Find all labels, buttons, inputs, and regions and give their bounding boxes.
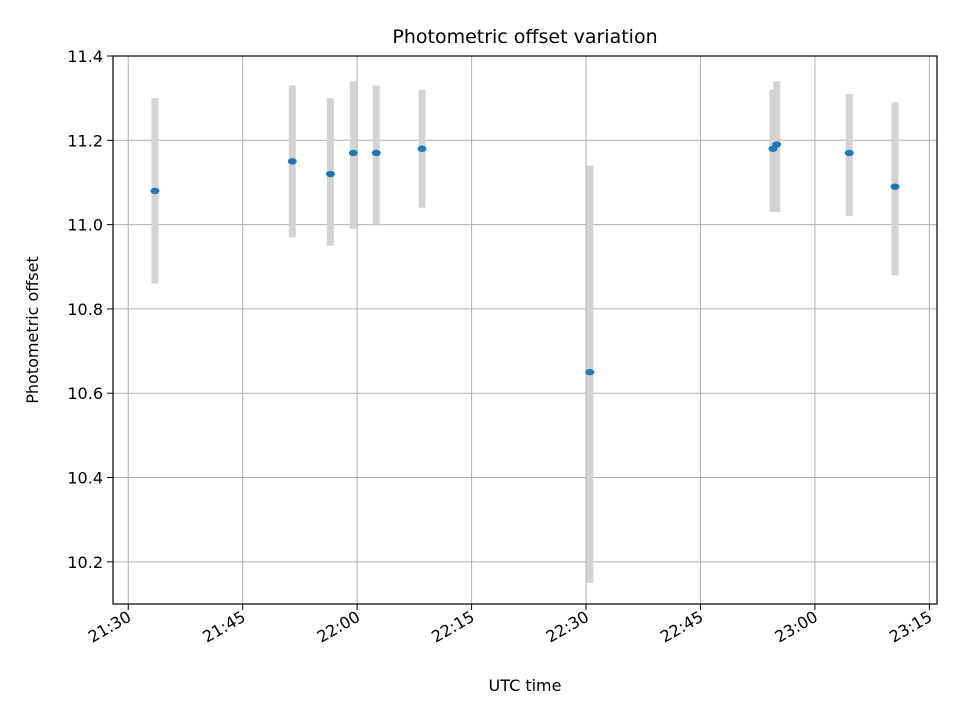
data-point — [417, 145, 427, 152]
y-tick-label: 11.0 — [67, 216, 103, 235]
data-points — [150, 141, 900, 376]
data-point — [371, 149, 381, 157]
y-axis-title: Photometric offset — [23, 256, 42, 404]
grid — [113, 55, 937, 604]
data-point — [287, 158, 297, 165]
data-point — [150, 187, 160, 195]
y-tick-label: 10.8 — [67, 300, 103, 319]
data-point — [348, 149, 358, 157]
data-point — [585, 368, 595, 376]
chart-title: Photometric offset variation — [392, 26, 657, 48]
data-point — [890, 183, 900, 190]
y-tick-label: 11.4 — [67, 47, 103, 66]
y-tick-label: 10.6 — [67, 384, 103, 403]
y-tick-label: 10.4 — [67, 469, 103, 488]
data-point — [325, 170, 335, 178]
data-point — [772, 141, 782, 148]
x-axis-title: UTC time — [489, 676, 562, 695]
y-axis-ticks: 10.2 10.4 10.6 10.8 11.0 11.2 11.4 — [67, 47, 113, 572]
plot-frame — [112, 55, 938, 605]
data-point — [844, 149, 854, 157]
y-tick-label: 11.2 — [67, 131, 103, 150]
y-tick-label: 10.2 — [67, 553, 103, 572]
